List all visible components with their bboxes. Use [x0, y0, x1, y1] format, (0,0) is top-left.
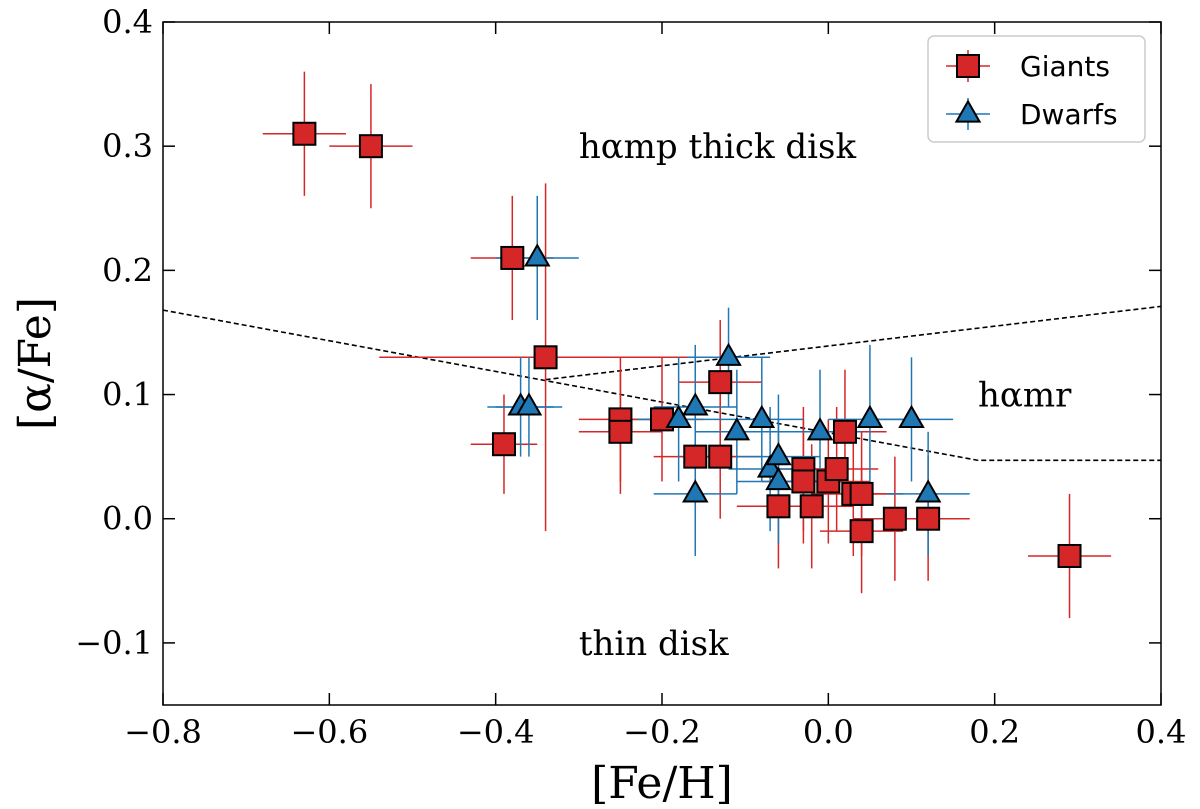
dwarfs-point: [856, 404, 884, 428]
x-tick-label: −0.8: [124, 713, 202, 751]
region-label: thin disk: [579, 624, 729, 664]
region-label: hαmp thick disk: [579, 127, 857, 167]
dwarfs-point: [515, 392, 543, 416]
dwarfs-point: [665, 404, 692, 428]
x-axis-title: [Fe/H]: [591, 758, 733, 809]
axis-ticks: −0.8 −0.6 −0.4 −0.2 0.0 0.2 0.4 −0.1 0.0 0.1 0.2 0.…: [75, 3, 1186, 751]
giants-point: [766, 494, 791, 519]
y-tick-label: 0.2: [102, 251, 153, 289]
giants-point: [500, 245, 525, 270]
legend-label-dwarfs: Dwarfs: [1020, 98, 1118, 131]
legend-label-giants: Giants: [1020, 50, 1110, 83]
dwarfs-point: [914, 479, 942, 503]
dwarfs-point: [806, 417, 834, 441]
giants-point: [292, 121, 317, 146]
giants-point: [824, 457, 849, 482]
giants-point: [916, 506, 941, 531]
y-tick-label: 0.3: [102, 127, 153, 165]
x-tick-label: −0.4: [457, 713, 535, 751]
dwarfs-point: [765, 466, 792, 491]
y-tick-label: 0.4: [102, 3, 153, 41]
giants-point: [683, 444, 708, 469]
dwarfs-point: [681, 479, 709, 503]
legend-marker: [954, 99, 982, 123]
giants-point: [533, 345, 558, 370]
y-tick-label: 0.0: [102, 500, 153, 538]
giants-point: [608, 419, 633, 444]
region-label: hαmr: [978, 376, 1072, 416]
boundary-lines: [162, 305, 1162, 462]
y-axis-title: [α/Fe]: [10, 297, 61, 430]
x-tick-label: −0.6: [290, 713, 368, 751]
y-tick-label: 0.1: [102, 376, 153, 414]
dwarfs-point: [715, 342, 742, 366]
giants-point: [491, 432, 516, 457]
giants-point: [358, 134, 383, 159]
legend-box: [927, 35, 1146, 143]
dwarfs-point: [523, 243, 551, 267]
x-tick-label: 0.2: [969, 713, 1020, 751]
legend-symbol-dwarfs: [946, 98, 990, 130]
hamr-boundary: [545, 305, 1162, 381]
giants-point: [849, 519, 874, 544]
y-tick-label: −0.1: [75, 624, 153, 662]
x-tick-label: −0.2: [623, 713, 701, 751]
region-annotations: hαmp thick disk hαmr thin disk: [579, 127, 1072, 664]
legend: Giants Dwarfs: [927, 35, 1146, 143]
dwarfs-point: [765, 441, 792, 466]
thick-thin-boundary: [162, 309, 1161, 462]
giants-point: [882, 506, 907, 531]
dwarfs-point: [681, 392, 709, 416]
dwarfs-point: [748, 404, 776, 428]
legend-symbol-giants: [946, 50, 990, 82]
giants-point: [832, 419, 857, 444]
dwarfs-point: [898, 404, 925, 428]
giants-point: [708, 444, 733, 469]
x-tick-label: 0.4: [1136, 713, 1187, 751]
data-markers: [292, 121, 1082, 568]
giants-point: [799, 494, 824, 519]
dwarfs-point: [723, 417, 751, 441]
giants-point: [791, 469, 816, 494]
giants-point: [708, 370, 733, 395]
giants-point: [1057, 543, 1082, 568]
x-tick-label: 0.0: [803, 713, 854, 751]
legend-marker: [956, 54, 980, 78]
giants-point: [849, 481, 874, 506]
